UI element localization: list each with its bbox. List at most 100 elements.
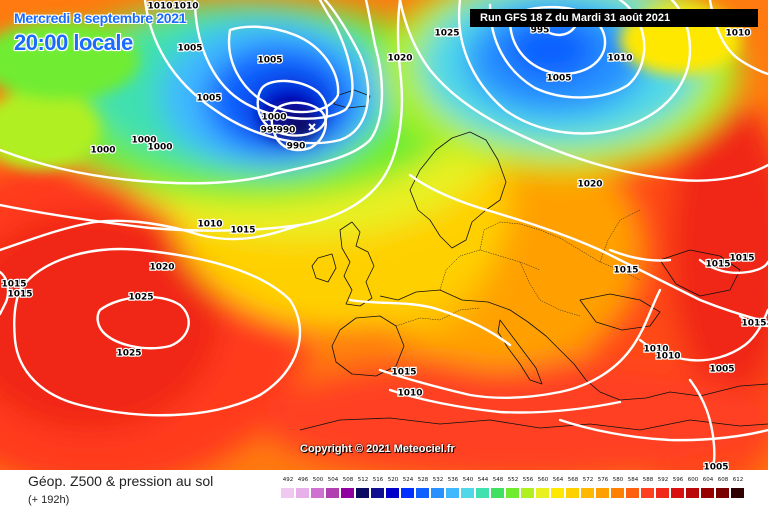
isobar-label: 1015 [1, 280, 26, 290]
scale-colour-swatch [506, 488, 520, 498]
scale-colour-swatch [626, 488, 640, 498]
scale-value-label: 524 [402, 477, 414, 483]
scale-value-label: 496 [297, 477, 309, 483]
scale-colour-swatch [311, 488, 325, 498]
scale-colour-swatch [401, 488, 415, 498]
scale-colour-swatch [596, 488, 610, 498]
isobar-label: 1020 [387, 54, 412, 64]
forecast-time: 20:00 locale [14, 30, 133, 55]
isobar-label: 1005 [257, 56, 282, 66]
isobar-label: 1015 [391, 368, 416, 378]
isobars [0, 0, 768, 470]
scale-colour-swatch [581, 488, 595, 498]
scale-value-label: 508 [342, 477, 354, 483]
scale-colour-swatch [371, 488, 385, 498]
copyright-notice: Copyright © 2021 Meteociel.fr [300, 443, 455, 455]
scale-colour-swatch [281, 488, 295, 498]
isobar-label: 990 [277, 126, 296, 136]
scale-value-label: 552 [507, 477, 519, 483]
isobar-label: 1025 [128, 293, 153, 303]
scale-value-label: 604 [702, 477, 714, 483]
scale-value-label: 572 [582, 477, 594, 483]
isobar-label: 1015 [7, 290, 32, 300]
scale-colour-swatch [521, 488, 535, 498]
scale-colour-swatch [611, 488, 625, 498]
isobar-label: 1005 [709, 365, 734, 375]
isobar-label: 1015 [729, 254, 754, 264]
scale-colour-swatch [536, 488, 550, 498]
scale-value-label: 520 [387, 477, 399, 483]
scale-colour-swatch [716, 488, 730, 498]
scale-value-label: 600 [687, 477, 699, 483]
isobar-label: 1000 [147, 143, 172, 153]
scale-value-label: 580 [612, 477, 624, 483]
scale-colour-swatch [701, 488, 715, 498]
scale-value-label: 560 [537, 477, 549, 483]
isobar-label: 995 [531, 26, 550, 36]
isobar-label: 1010 [643, 345, 668, 355]
scale-colour-swatch [341, 488, 355, 498]
scale-colour-swatch [566, 488, 580, 498]
isobar-label: 1010 [397, 389, 422, 399]
scale-colour-swatch [671, 488, 685, 498]
isobar-label: 1015 [741, 319, 766, 329]
scale-value-label: 612 [732, 477, 744, 483]
scale-value-label: 596 [672, 477, 684, 483]
isobar-label: 1020 [577, 180, 602, 190]
scale-value-label: 568 [567, 477, 579, 483]
scale-colour-swatch [551, 488, 565, 498]
isobar-label: 1010 [655, 352, 680, 362]
scale-value-label: 540 [462, 477, 474, 483]
scale-colour-swatch [446, 488, 460, 498]
scale-colour-swatch [386, 488, 400, 498]
isobar-label: 990 [287, 142, 306, 152]
isobar-label: 1010 [173, 2, 198, 12]
scale-colour-swatch [731, 488, 745, 498]
isobar-label: 1010 [197, 220, 222, 230]
scale-colour-swatch [686, 488, 700, 498]
isobar-label: 1015 [230, 226, 255, 236]
isobar-label: 1010 [607, 54, 632, 64]
scale-value-label: 492 [282, 477, 294, 483]
geopotential-field [0, 0, 768, 470]
model-run-banner: Run GFS 18 Z du Mardi 31 août 2021 [470, 9, 758, 27]
isobar-label: 1025 [116, 349, 141, 359]
isobar-label: 995 [261, 126, 280, 136]
scale-value-label: 608 [717, 477, 729, 483]
scale-colour-swatch [641, 488, 655, 498]
scale-value-label: 504 [327, 477, 339, 483]
scale-value-label: 500 [312, 477, 324, 483]
scale-value-label: 528 [417, 477, 429, 483]
isobar-label: 1015 [613, 266, 638, 276]
scale-colour-swatch [431, 488, 445, 498]
scale-colour-swatch [416, 488, 430, 498]
isobar-label: 1005 [177, 44, 202, 54]
isobar-label: 1000 [131, 136, 156, 146]
isobar-label: 1025 [434, 29, 459, 39]
scale-colour-swatch [296, 488, 310, 498]
scale-value-label: 548 [492, 477, 504, 483]
scale-colour-swatch [476, 488, 490, 498]
isobar-label: 1000 [261, 113, 286, 123]
scale-value-label: 588 [642, 477, 654, 483]
scale-colour-swatch [356, 488, 370, 498]
low-markers [308, 123, 316, 131]
isobar-label: 1020 [149, 263, 174, 273]
scale-value-label: 576 [597, 477, 609, 483]
country-borders [395, 209, 641, 327]
scale-value-label: 512 [357, 477, 369, 483]
map-footer: Géop. Z500 & pression au sol (+ 192h) 49… [0, 470, 768, 512]
scale-colour-swatch [656, 488, 670, 498]
scale-colour-swatch [461, 488, 475, 498]
scale-value-label: 536 [447, 477, 459, 483]
isobar-label: 1010 [725, 29, 750, 39]
scale-value-label: 564 [552, 477, 564, 483]
scale-value-label: 532 [432, 477, 444, 483]
isobar-label: 1015 [705, 260, 730, 270]
scale-value-label: 592 [657, 477, 669, 483]
map-title: Géop. Z500 & pression au sol [28, 473, 214, 489]
isobar-label: 1005 [546, 74, 571, 84]
scale-value-label: 584 [627, 477, 639, 483]
